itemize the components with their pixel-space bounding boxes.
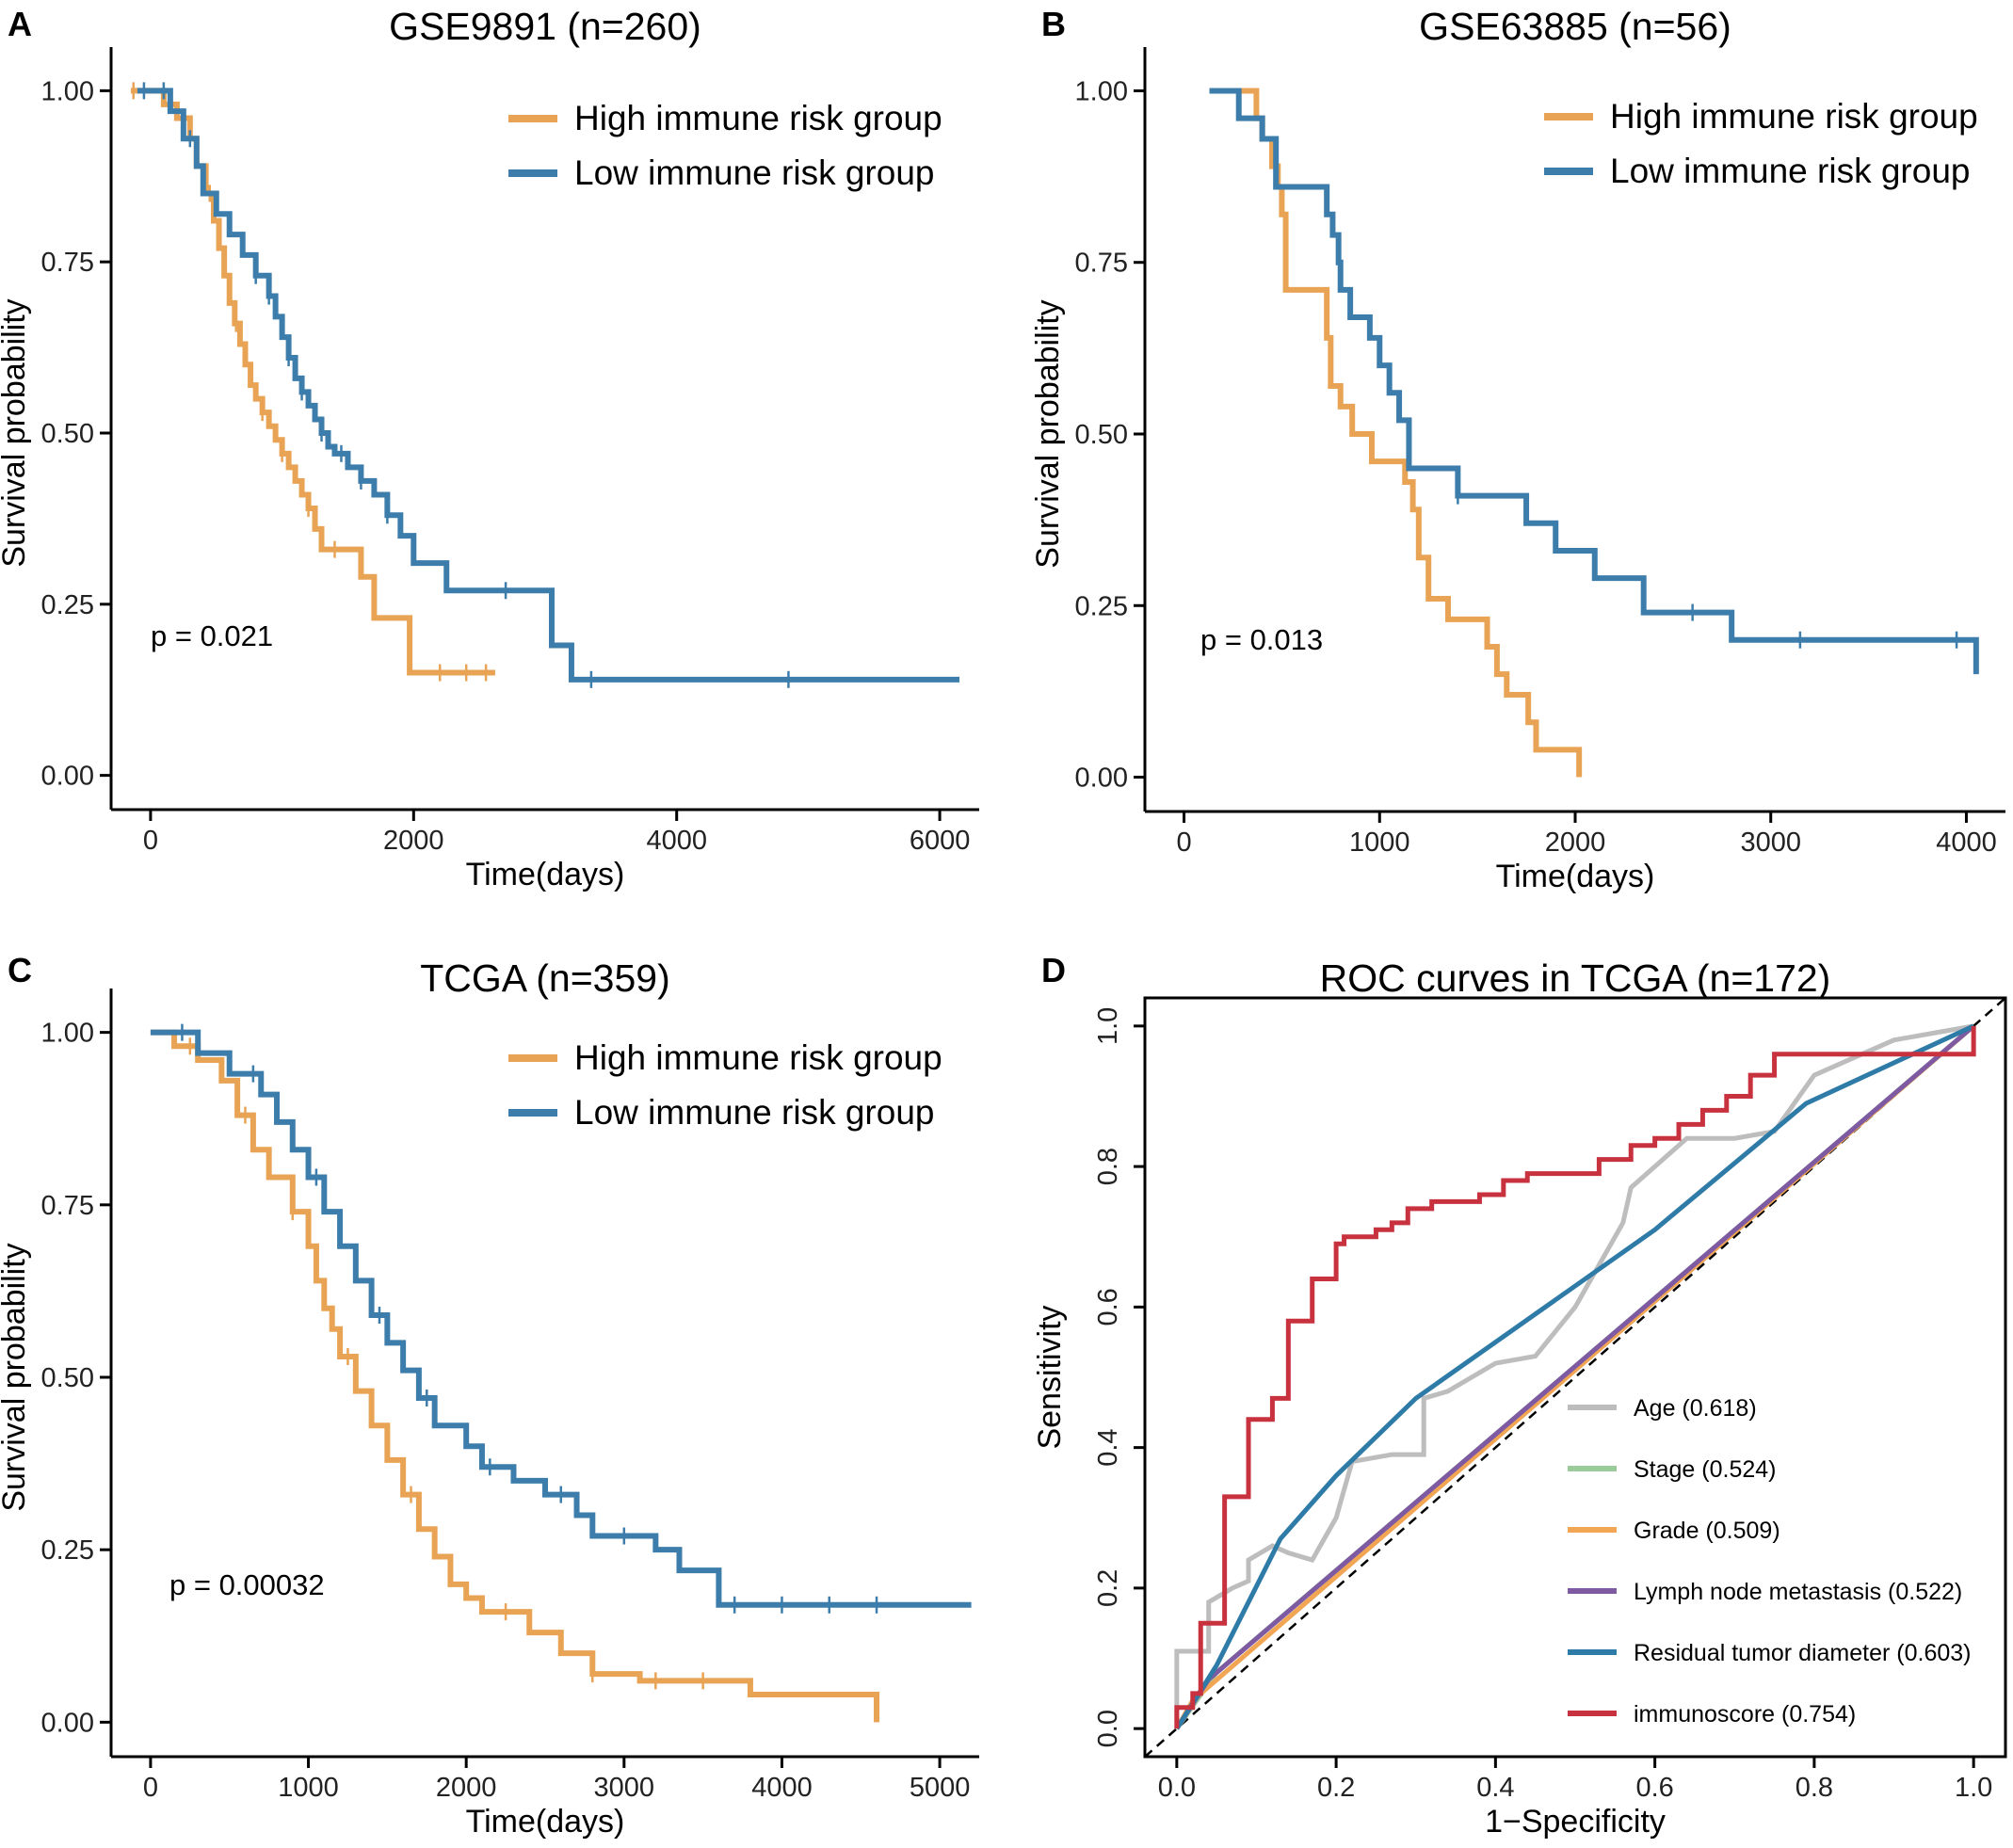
legend-label: Stage (0.524) <box>1634 1456 1777 1483</box>
y-tick-label: 0.00 <box>41 1708 94 1738</box>
y-tick-label: 0.75 <box>1075 249 1128 279</box>
chart-title: ROC curves in TCGA (n=172) <box>1320 956 1831 1000</box>
y-tick-label: 0.0 <box>1093 1710 1123 1747</box>
legend-label: High immune risk group <box>1610 97 1978 136</box>
y-tick-label: 0.75 <box>41 1191 94 1221</box>
x-tick-label: 2000 <box>1545 828 1606 858</box>
x-tick-label: 4000 <box>751 1773 813 1803</box>
y-axis-label: Survival probability <box>0 298 32 567</box>
y-tick-label: 0.25 <box>1075 591 1128 621</box>
series-line-high <box>150 1029 880 1723</box>
series-line-low <box>137 88 960 683</box>
p-value: p = 0.021 <box>151 619 273 652</box>
series-line-immunoscore <box>1174 1025 1976 1729</box>
plot-area <box>130 82 960 688</box>
plot-area <box>150 1023 972 1723</box>
legend-label: Grade (0.509) <box>1634 1518 1780 1544</box>
y-tick-label: 0.2 <box>1093 1569 1123 1607</box>
chart-title: GSE63885 (n=56) <box>1419 5 1731 48</box>
legend-label: Residual tumor diameter (0.603) <box>1634 1640 1972 1666</box>
chart-title: GSE9891 (n=260) <box>389 5 701 48</box>
y-tick-label: 0.50 <box>41 419 94 449</box>
x-tick-label: 5000 <box>910 1773 971 1803</box>
y-tick-label: 0.4 <box>1093 1428 1123 1466</box>
series-line-residual <box>1174 1023 1975 1730</box>
legend-label: High immune risk group <box>574 99 942 137</box>
series-line-low <box>150 1029 972 1608</box>
y-tick-label: 0.75 <box>41 248 94 278</box>
x-tick-label: 2000 <box>383 826 444 856</box>
panel-letter: C <box>8 951 32 989</box>
legend-label: Low immune risk group <box>574 153 934 192</box>
series-line-age <box>1174 1023 1974 1729</box>
legend-label: Low immune risk group <box>574 1093 934 1132</box>
x-axis-label: Time(days) <box>1496 859 1655 894</box>
y-axis-label: Survival probability <box>1030 299 1066 568</box>
panel-b: B GSE63885 (n=56) 0 1000 2000 3000 4000 0.00 0.2… <box>1030 5 2005 894</box>
legend-label: Low immune risk group <box>1610 152 1970 190</box>
x-tick-label: 0.6 <box>1635 1773 1673 1803</box>
plot-area <box>1209 88 1979 778</box>
x-tick-label: 3000 <box>594 1773 655 1803</box>
x-axis-label: Time(days) <box>466 1804 625 1840</box>
y-tick-label: 0.00 <box>1075 763 1128 794</box>
y-tick-label: 0.25 <box>41 1535 94 1566</box>
x-axis-label: Time(days) <box>466 857 625 892</box>
y-tick-label: 0.50 <box>1075 420 1128 450</box>
plot-frame <box>1143 996 2007 1759</box>
x-tick-label: 6000 <box>910 826 971 856</box>
legend-label: High immune risk group <box>574 1038 942 1077</box>
x-tick-label: 1000 <box>278 1773 339 1803</box>
y-tick-label: 1.00 <box>1075 76 1128 106</box>
y-tick-label: 1.00 <box>41 76 94 106</box>
panel-c: C TCGA (n=359) 0 1000 2000 3000 4000 5000 0.00 0.… <box>0 951 979 1840</box>
x-tick-label: 0 <box>143 826 158 856</box>
x-axis-label: 1−Specificity <box>1485 1804 1666 1840</box>
panel-letter: A <box>8 5 32 43</box>
x-tick-label: 0 <box>1176 828 1191 858</box>
series-line-high <box>1209 88 1583 778</box>
x-tick-label: 1000 <box>1349 828 1410 858</box>
panel-letter: B <box>1041 5 1066 43</box>
x-tick-label: 0.2 <box>1317 1773 1355 1803</box>
x-tick-label: 0.0 <box>1158 1773 1196 1803</box>
x-tick-label: 4000 <box>646 826 707 856</box>
series-line-grade <box>1174 1023 1975 1730</box>
y-tick-label: 0.50 <box>41 1363 94 1393</box>
y-tick-label: 0.00 <box>41 762 94 792</box>
x-tick-label: 1.0 <box>1955 1773 1992 1803</box>
panel-a: A GSE9891 (n=260) 0 2000 4000 6000 0.00 0.25 0.5… <box>0 5 979 892</box>
chart-title: TCGA (n=359) <box>420 956 669 1000</box>
plot-area <box>1144 997 2006 1758</box>
x-tick-label: 3000 <box>1740 828 1801 858</box>
legend-label: immunoscore (0.754) <box>1634 1701 1856 1727</box>
series-line-low <box>1209 88 1979 675</box>
y-tick-label: 0.8 <box>1093 1148 1123 1185</box>
series-line-high <box>130 88 495 676</box>
p-value: p = 0.00032 <box>169 1568 325 1601</box>
y-axis-label: Sensitivity <box>1032 1305 1068 1449</box>
y-tick-label: 1.0 <box>1093 1007 1123 1045</box>
panel-d: D ROC curves in TCGA (n=172) 0.0 0.2 0.4 0.6 0… <box>1032 951 2007 1840</box>
x-tick-label: 0 <box>143 1773 158 1803</box>
x-tick-label: 0.4 <box>1476 1773 1514 1803</box>
x-tick-label: 0.8 <box>1796 1773 1833 1803</box>
panel-letter: D <box>1041 951 1066 989</box>
y-tick-label: 0.6 <box>1093 1288 1123 1326</box>
legend-label: Lymph node metastasis (0.522) <box>1634 1579 1962 1605</box>
x-tick-label: 4000 <box>1936 828 1997 858</box>
x-tick-label: 2000 <box>436 1773 497 1803</box>
y-tick-label: 1.00 <box>41 1019 94 1049</box>
y-axis-label: Survival probability <box>0 1243 32 1511</box>
p-value: p = 0.013 <box>1200 623 1323 656</box>
y-tick-label: 0.25 <box>41 590 94 620</box>
legend-label: Age (0.618) <box>1634 1395 1757 1422</box>
